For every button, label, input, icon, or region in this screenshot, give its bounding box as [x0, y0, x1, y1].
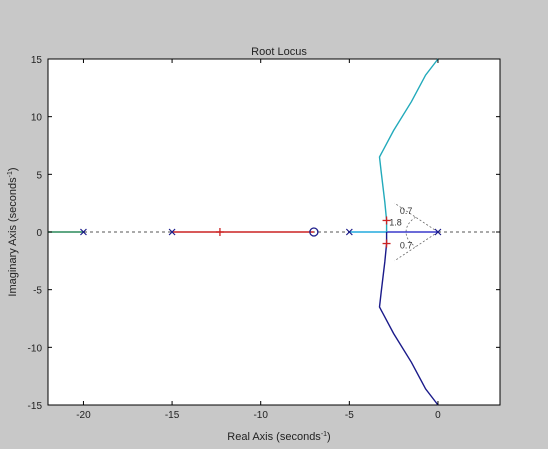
y-axis-label-exponent: -1	[7, 171, 14, 177]
x-axis-label: Real Axis (seconds-1)	[227, 431, 330, 443]
pole-marker-2	[345, 228, 353, 236]
pole-stroke-b	[80, 228, 87, 236]
y-tick-label: 5	[36, 170, 42, 181]
x-tick-label: 0	[435, 410, 441, 421]
pole-stroke-b	[345, 228, 353, 236]
zero-marker-1	[309, 227, 319, 237]
x-axis-label-close: )	[327, 431, 331, 443]
y-tick-label: 15	[31, 55, 43, 66]
natural-frequency-arc	[405, 216, 416, 248]
y-axis-label-close: )	[7, 167, 19, 171]
pole-marker-1	[434, 228, 442, 236]
pole-stroke-b	[168, 228, 176, 236]
gain-marker-2	[382, 239, 391, 248]
grid-annotation-2: 0.7	[400, 241, 413, 251]
locus-branch-6	[378, 232, 439, 406]
y-tick-label: 0	[36, 228, 42, 239]
pole-marker-3	[168, 228, 176, 236]
axis-ticks: -20 -15 -10 -5 0 15 10 5 0 -5 -10 -15	[28, 55, 500, 421]
gain-marker-3	[215, 228, 224, 236]
chart-title: Root Locus	[251, 46, 307, 58]
y-axis-label: Imaginary Axis (seconds-1)	[7, 167, 19, 296]
x-axis-label-exponent: -1	[321, 431, 327, 438]
y-tick-label: -5	[33, 286, 42, 297]
damping-line-lower	[394, 231, 439, 262]
plot-content: 0.7 0.7 1.8	[48, 58, 500, 406]
y-tick-label: -15	[28, 401, 43, 412]
grid-annotation-1: 0.7	[400, 206, 413, 216]
x-tick-label: -5	[345, 410, 354, 421]
y-axis-label-text: Imaginary Axis (seconds	[7, 177, 19, 297]
y-tick-label: -10	[28, 343, 43, 354]
gain-marker-1	[382, 216, 391, 225]
damping-line-upper	[394, 202, 439, 233]
pole-stroke-b	[434, 228, 442, 236]
x-tick-label: -15	[165, 410, 180, 421]
x-tick-label: -10	[253, 410, 268, 421]
pole-marker-4	[80, 228, 87, 236]
x-tick-label: -20	[76, 410, 91, 421]
y-tick-label: 10	[31, 113, 43, 124]
grid-annotation-3: 1.8	[389, 218, 402, 228]
locus-branch-5	[378, 58, 439, 232]
x-axis-label-text: Real Axis (seconds	[227, 431, 321, 443]
